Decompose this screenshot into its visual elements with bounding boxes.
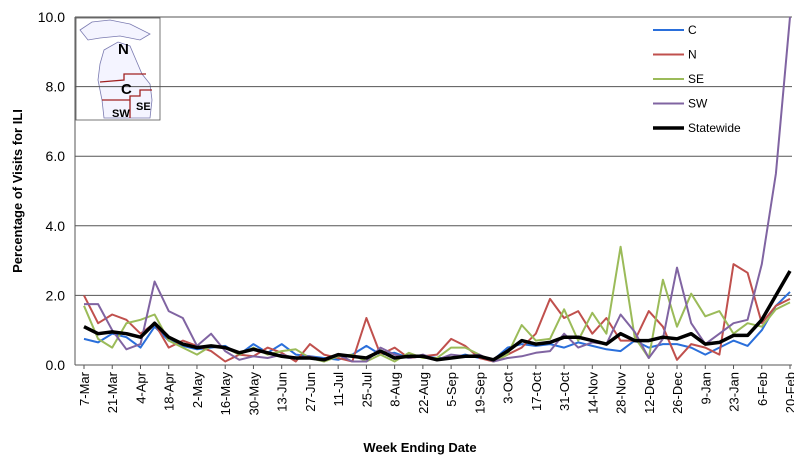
x-tick-label: 28-Nov [614,372,629,414]
map-label: SE [136,101,151,113]
x-tick-label: 5-Sep [444,372,459,407]
y-tick-label: 8.0 [46,79,66,95]
map-label: SW [112,108,130,120]
x-tick-label: 3-Oct [501,372,516,404]
x-tick-label: 22-Aug [416,372,431,414]
x-tick-label: 25-Jul [359,372,374,408]
y-tick-label: 2.0 [46,287,66,303]
legend-label: SW [688,97,708,111]
x-axis-title: Week Ending Date [363,440,476,455]
x-tick-label: 26-Dec [670,372,685,414]
x-tick-label: 14-Nov [585,372,600,414]
x-tick-label: 16-May [218,372,233,416]
y-axis-title: Percentage of Visits for ILI [10,109,25,273]
x-tick-label: 18-Apr [162,371,177,411]
x-tick-label: 20-Feb [783,372,794,413]
x-tick-label: 8-Aug [388,372,403,407]
map-label: C [121,81,132,98]
x-tick-label: 27-Jun [303,372,318,412]
x-tick-label: 9-Jan [698,372,713,405]
x-tick-label: 12-Dec [642,372,657,414]
inset-map [75,17,161,121]
x-tick-label: 17-Oct [529,372,544,411]
series-line [83,270,792,362]
map-label: N [118,41,129,58]
x-tick-label: 11-Jul [331,372,346,407]
x-tick-label: 13-Jun [275,372,290,412]
y-tick-label: 6.0 [46,148,66,164]
legend-label: N [688,48,697,62]
x-tick-label: 23-Jan [727,372,742,412]
x-tick-label: 31-Oct [557,372,572,411]
legend-label: SE [688,72,704,86]
legend-label: C [688,23,697,37]
x-tick-label: 7-Mar [77,371,92,406]
x-tick-label: 2-May [190,372,205,409]
y-tick-label: 4.0 [46,218,66,234]
x-tick-label: 6-Feb [755,372,770,406]
x-tick-label: 19-Sep [472,372,487,414]
x-tick-label: 30-May [246,372,261,416]
y-tick-label: 0.0 [46,357,66,373]
legend-label: Statewide [688,121,741,135]
x-tick-label: 4-Apr [133,371,148,403]
y-tick-label: 10.0 [38,9,65,25]
series-line [83,291,791,361]
x-tick-label: 21-Mar [105,371,120,413]
